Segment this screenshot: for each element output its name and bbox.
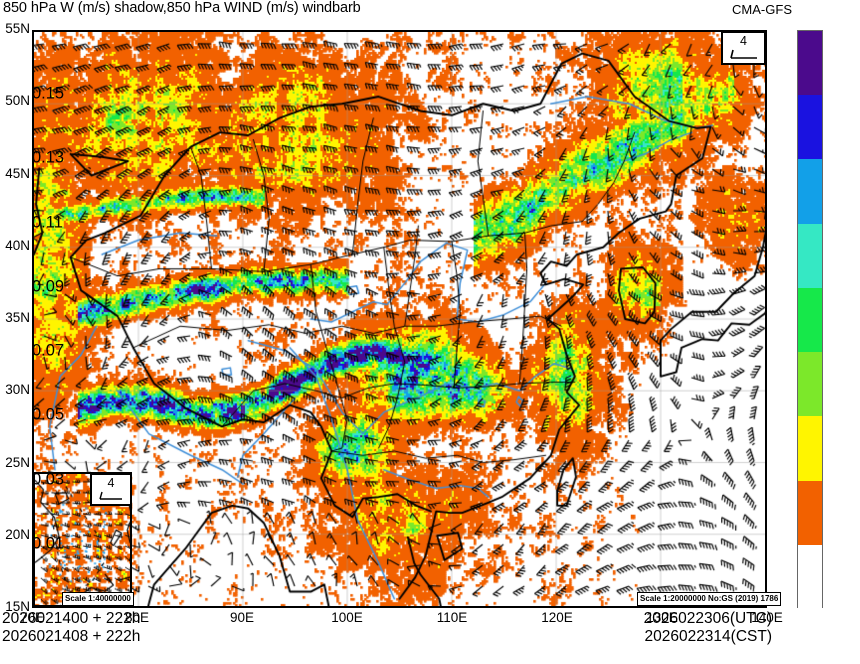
lat-tick-40N: 40N <box>5 237 30 253</box>
lon-tick-140E: 140E <box>751 610 783 625</box>
lon-tick-90E: 90E <box>229 610 255 625</box>
lat-tick-35N: 35N <box>5 310 30 325</box>
windbarb-key-inset: 4 <box>90 473 132 506</box>
colorbar-band-6 <box>798 416 822 483</box>
model-label: CMA-GFS <box>732 2 792 17</box>
colorbar-tick-0.11: 0.11 <box>32 213 63 232</box>
colorbar-band-2 <box>798 159 822 226</box>
map-field-canvas <box>34 32 765 606</box>
lon-tick-110E: 110E <box>436 610 468 625</box>
lat-tick-45N: 45N <box>5 165 30 181</box>
scale-stamp-inset: Scale 1:40000000 <box>62 592 134 606</box>
lat-tick-25N: 25N <box>5 454 30 470</box>
colorbar-tick-0.09: 0.09 <box>32 277 65 296</box>
scale-stamp-main: Scale 1:20000000 No:GS (2019) 1786 <box>637 592 782 606</box>
colorbar-band-3 <box>798 223 822 290</box>
colorbar-tick-0.15: 0.15 <box>32 84 65 103</box>
valid-time-utc: 2026022306(UTC) <box>643 610 772 627</box>
lon-tick-80E: 80E <box>124 610 150 625</box>
lon-tick-70E: 70E <box>19 610 45 625</box>
colorbar-band-7 <box>798 480 822 547</box>
windbarb-icon <box>729 49 757 59</box>
colorbar-tick-0.01: 0.01 <box>32 534 65 553</box>
colorbar-band-8 <box>798 544 822 610</box>
colorbar-band-4 <box>798 287 822 354</box>
page-title: 850 hPa W (m/s) shadow,850 hPa WIND (m/s… <box>3 0 361 16</box>
lat-tick-30N: 30N <box>5 382 30 398</box>
lat-tick-20N: 20N <box>5 526 30 542</box>
colorbar-tick-0.05: 0.05 <box>32 405 65 424</box>
windbarb-key-main: 4 <box>721 31 766 65</box>
init-time-line-1: 2026021400 + 222h <box>2 610 141 627</box>
colorbar-band-0 <box>798 31 822 97</box>
lat-tick-50N: 50N <box>5 93 30 109</box>
lon-tick-120E: 120E <box>541 610 573 625</box>
windbarb-key-value-inset: 4 <box>107 476 115 490</box>
main-map[interactable] <box>32 30 767 608</box>
windbarb-key-value: 4 <box>740 34 747 48</box>
init-time-line-2: 2026021408 + 222h <box>2 628 141 645</box>
colorbar-band-5 <box>798 352 822 418</box>
valid-time-cst: 2026022314(CST) <box>644 628 772 645</box>
windbarb-icon-inset <box>99 491 122 500</box>
lon-tick-100E: 100E <box>331 610 363 625</box>
colorbar-tick-0.03: 0.03 <box>32 470 65 489</box>
colorbar-tick-0.13: 0.13 <box>32 148 65 167</box>
lat-tick-55N: 55N <box>5 21 30 36</box>
lon-tick-130E: 130E <box>646 610 678 625</box>
lat-tick-15N: 15N <box>5 599 30 614</box>
colorbar-tick-0.07: 0.07 <box>32 341 65 360</box>
colorbar-band-1 <box>798 95 822 162</box>
colorbar[interactable] <box>797 30 823 610</box>
